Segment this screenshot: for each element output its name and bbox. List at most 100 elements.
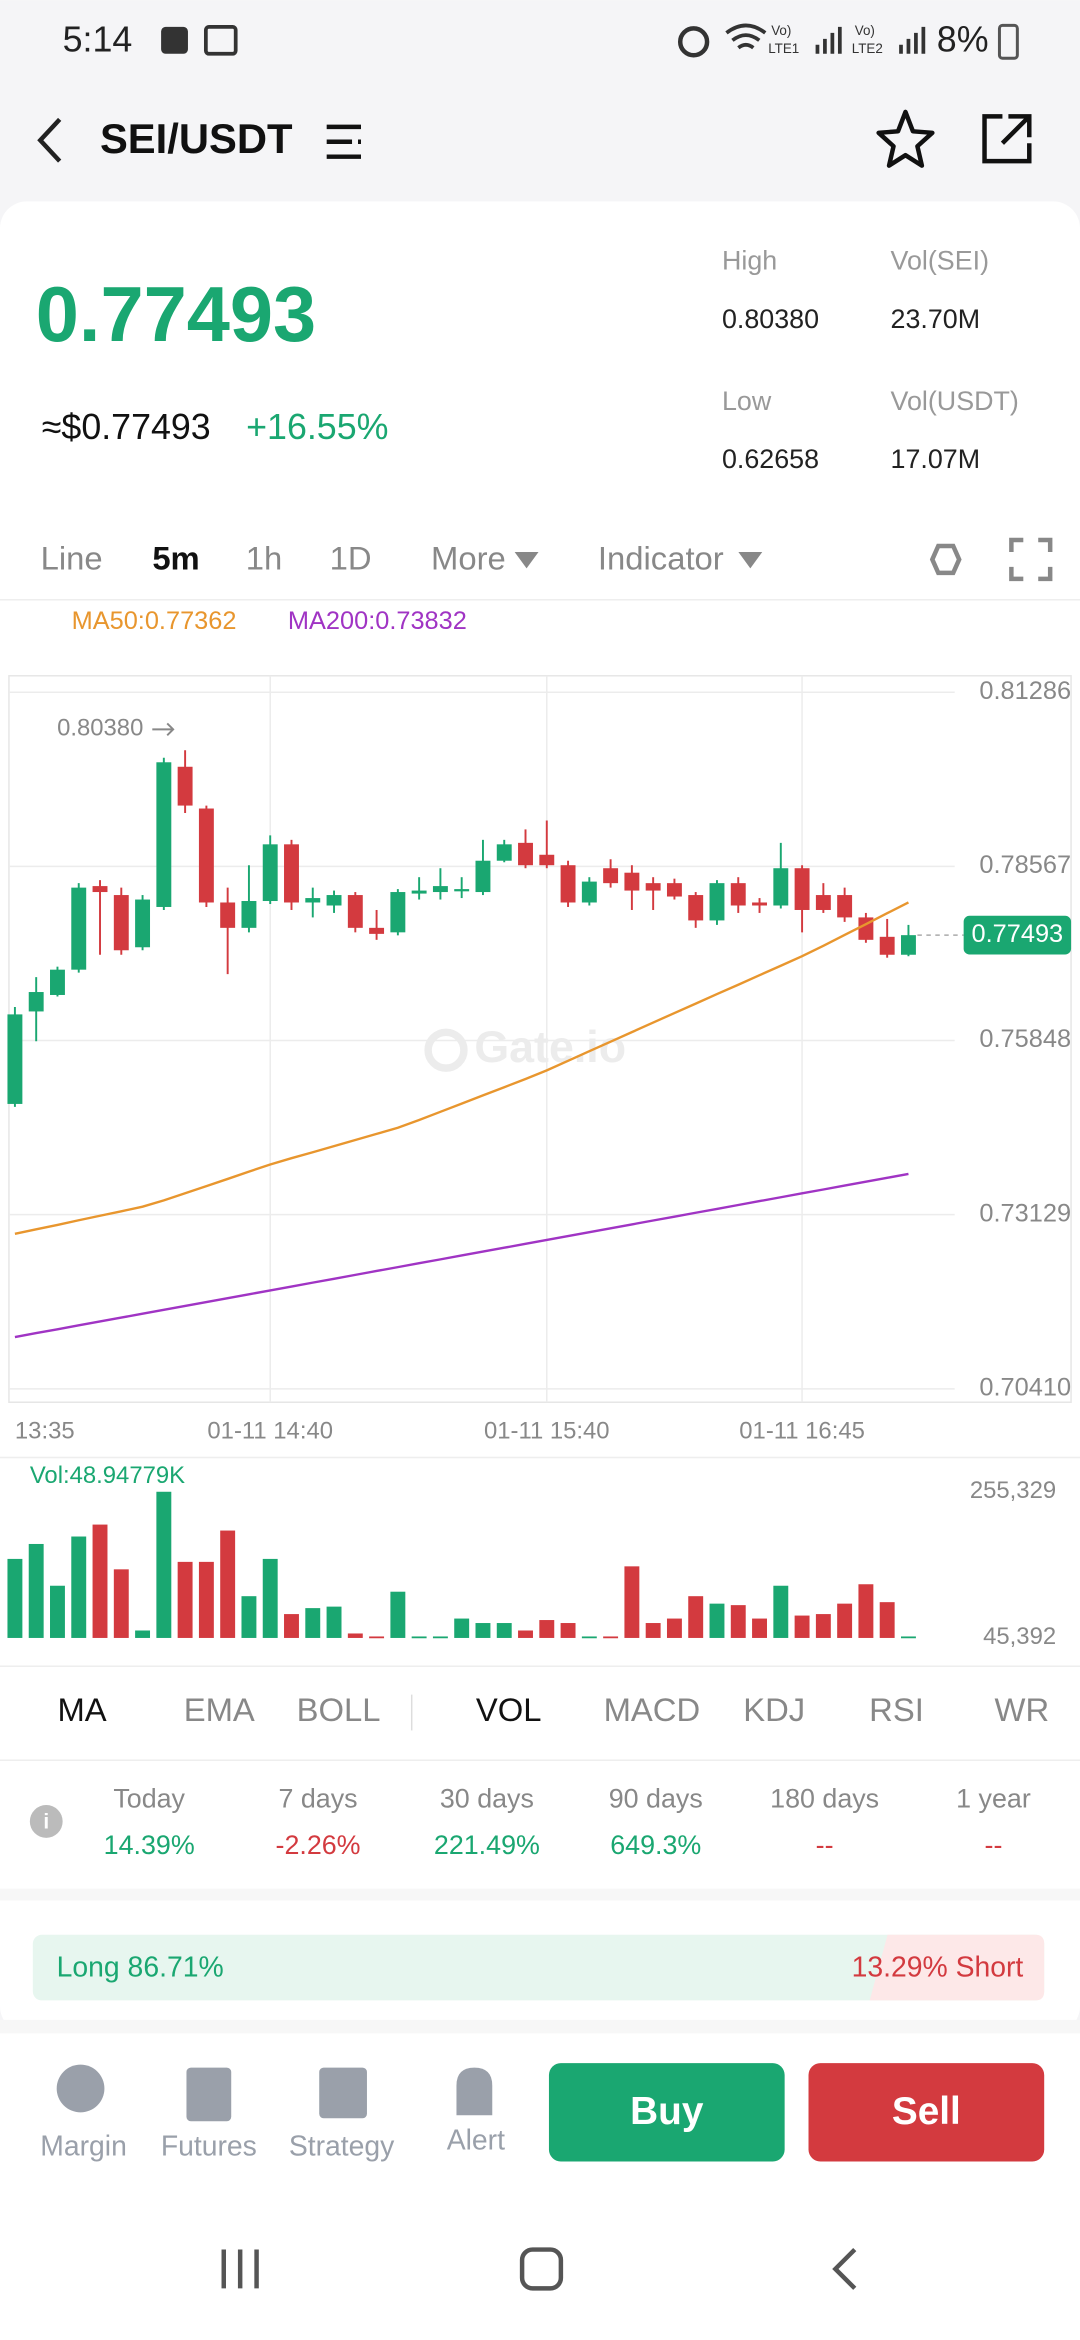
pair-title[interactable]: SEI/USDT <box>100 115 293 162</box>
nav-label[interactable]: Margin <box>40 2131 127 2163</box>
candle-body <box>560 865 576 903</box>
system-back-button[interactable] <box>832 2247 857 2290</box>
candle-body <box>156 762 172 907</box>
volume-bar <box>518 1630 533 1638</box>
volume-bar <box>539 1620 555 1638</box>
candle-body <box>688 895 704 921</box>
candle-body <box>454 889 470 892</box>
y-tick-label: 0.78567 <box>979 851 1071 879</box>
sim-label: LTE1 <box>768 41 799 56</box>
candle-body <box>177 766 193 806</box>
futures-icon[interactable] <box>186 2067 232 2122</box>
buy-label[interactable]: Buy <box>630 2090 704 2133</box>
period-label: 180 days <box>770 1784 879 1814</box>
stat-value: 23.70M <box>891 304 981 334</box>
indicator-tab[interactable]: WR <box>995 1691 1050 1728</box>
candle-body <box>837 895 853 918</box>
volume-bar <box>475 1623 491 1638</box>
period-change: 221.49% <box>434 1830 540 1860</box>
chart-tab[interactable]: 1h <box>246 540 282 577</box>
volume-bar <box>879 1602 895 1638</box>
period-label: Today <box>113 1784 185 1814</box>
chart-tab[interactable]: Line <box>41 540 103 577</box>
buy-button[interactable] <box>548 2063 785 2162</box>
indicator-tab[interactable]: BOLL <box>297 1691 381 1728</box>
watermark-logo <box>424 1028 468 1072</box>
volume-bar <box>241 1596 257 1638</box>
home-button[interactable] <box>519 2247 564 2291</box>
margin-icon[interactable] <box>56 2064 105 2113</box>
volume-bar <box>305 1608 321 1638</box>
alert-icon[interactable] <box>456 2067 493 2116</box>
band <box>0 2019 1080 2034</box>
indicator-tab[interactable]: RSI <box>869 1691 924 1728</box>
nav-label[interactable]: Strategy <box>289 2131 395 2163</box>
candle-body <box>7 1014 23 1104</box>
status-icon <box>161 26 188 54</box>
candle-body <box>794 868 810 910</box>
strategy-icon[interactable] <box>319 2067 367 2119</box>
candle-body <box>666 883 682 897</box>
high-annotation: 0.80380 <box>57 715 143 742</box>
ma-legend: MA200:0.73832 <box>288 607 467 635</box>
candle-body <box>603 868 619 884</box>
chart-tab[interactable]: Indicator <box>598 540 724 577</box>
chart-tab[interactable]: 1D <box>330 540 372 577</box>
fullscreen-button[interactable] <box>1009 537 1053 582</box>
menu-icon[interactable] <box>326 124 361 159</box>
volume-bar <box>369 1636 385 1639</box>
volume-bar <box>454 1618 470 1638</box>
volume-bar <box>390 1591 406 1638</box>
volume-bar <box>50 1585 65 1638</box>
candle-body <box>262 844 278 902</box>
candle-body <box>113 895 129 951</box>
volume-bar <box>71 1536 87 1638</box>
volume-bar <box>709 1603 725 1638</box>
nav-label[interactable]: Futures <box>161 2131 257 2163</box>
volte: Vo) <box>771 23 791 38</box>
y-tick-label: 0.75848 <box>979 1025 1071 1053</box>
recents-button[interactable] <box>221 2249 259 2289</box>
indicator-tab[interactable]: MA <box>57 1691 106 1728</box>
share-button[interactable] <box>982 114 1032 164</box>
battery: 8% <box>937 19 989 59</box>
y-tick-label: 0.73129 <box>979 1199 1071 1227</box>
stat-value: 17.07M <box>891 444 981 474</box>
indicator-tab[interactable]: MACD <box>604 1691 701 1728</box>
candle-body <box>709 883 725 921</box>
candle-body <box>645 883 661 891</box>
back-button[interactable] <box>37 117 62 163</box>
volume-bar <box>794 1615 810 1638</box>
candle-body <box>624 872 640 891</box>
period-label: 1 year <box>956 1784 1031 1814</box>
candle-body <box>198 808 214 903</box>
short-bar <box>869 1934 1045 2001</box>
long-ratio: Long 86.71% <box>57 1952 224 1984</box>
volume-bar <box>135 1630 151 1638</box>
volume-bar <box>730 1605 746 1638</box>
sell-button[interactable] <box>808 2063 1045 2162</box>
indicator-tab[interactable]: EMA <box>184 1691 255 1728</box>
candle-body <box>220 902 236 928</box>
indicator-tab[interactable]: KDJ <box>743 1691 805 1728</box>
sell-label[interactable]: Sell <box>892 2090 961 2133</box>
last-price-tag <box>963 915 1072 955</box>
long-bar <box>32 1934 1045 2001</box>
nav-label[interactable]: Alert <box>447 2125 505 2157</box>
candle-body <box>773 868 789 906</box>
signal-icon <box>899 26 926 54</box>
volume-bar <box>773 1585 789 1638</box>
chart-tab[interactable]: 5m <box>152 540 199 577</box>
x-tick-label: 01-11 15:40 <box>484 1417 610 1444</box>
favorite-button[interactable] <box>876 109 935 168</box>
settings-button[interactable] <box>929 543 962 576</box>
chart-tab[interactable]: More <box>431 540 506 577</box>
stat-label: High <box>722 246 777 276</box>
high-arrow <box>152 722 175 737</box>
info-icon[interactable] <box>29 1805 63 1838</box>
indicator-tab[interactable]: VOL <box>476 1691 542 1728</box>
period-change: 14.39% <box>104 1830 195 1860</box>
period-change: 649.3% <box>610 1830 701 1860</box>
volume-tick-label: 45,392 <box>983 1623 1056 1650</box>
price-change: +16.55% <box>246 407 388 447</box>
